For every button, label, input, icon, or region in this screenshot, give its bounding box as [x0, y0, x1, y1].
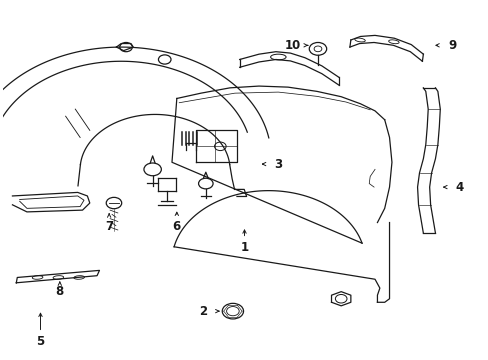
Text: 8: 8: [56, 285, 64, 298]
Text: 7: 7: [105, 220, 113, 233]
Text: 2: 2: [199, 305, 207, 318]
Text: 6: 6: [172, 220, 181, 233]
Text: 5: 5: [36, 335, 44, 348]
Text: 3: 3: [274, 158, 282, 171]
Text: 4: 4: [455, 181, 463, 194]
Text: 10: 10: [284, 39, 300, 52]
Text: 1: 1: [240, 241, 248, 254]
Text: 9: 9: [447, 39, 456, 52]
